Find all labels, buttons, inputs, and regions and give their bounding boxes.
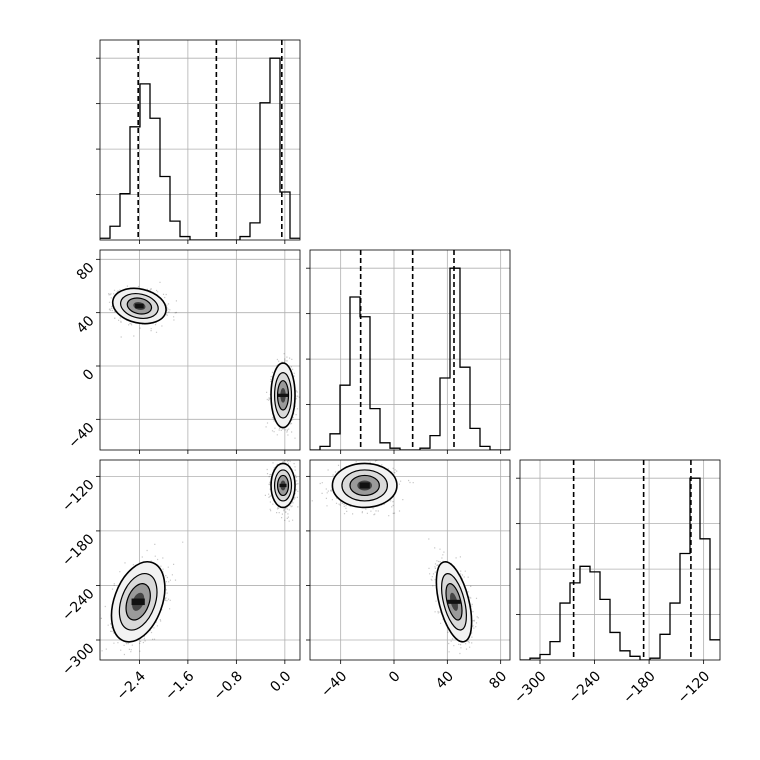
scatter-panel (310, 460, 510, 660)
density-peak (447, 599, 461, 604)
histogram-step-line (310, 267, 510, 450)
scatter-panel (100, 250, 300, 450)
panel-frame (99, 249, 301, 451)
tick-label: −120 (675, 668, 714, 707)
panel-frame (309, 249, 511, 451)
density-peak (279, 483, 287, 488)
tick-label: −240 (566, 668, 605, 707)
panel-frame (99, 39, 301, 241)
panel-frame (519, 459, 721, 661)
density-peak (135, 303, 144, 309)
tick-label: −40 (318, 668, 350, 700)
tick-label: −2.4 (114, 668, 149, 703)
tick-label: −0.8 (211, 668, 246, 703)
histogram-panel (310, 250, 510, 450)
tick-label: 0.0 (267, 668, 294, 695)
panel-frame (309, 459, 511, 661)
tick-label: −180 (620, 668, 659, 707)
tick-label: −240 (59, 586, 98, 625)
tick-label: −180 (59, 531, 98, 570)
density-peak (131, 598, 145, 606)
tick-label: 80 (486, 668, 510, 692)
histogram-step-line (520, 477, 720, 660)
tick-label: −40 (65, 420, 97, 452)
scatter-panel (100, 460, 300, 660)
tick-label: −300 (511, 668, 550, 707)
tick-label: 40 (433, 668, 457, 692)
histogram-panel (100, 40, 300, 240)
tick-label: −1.6 (162, 668, 197, 703)
density-peak (359, 482, 370, 489)
histogram-panel (520, 460, 720, 660)
tick-label: −300 (59, 640, 98, 679)
histogram-step-line (100, 57, 300, 240)
tick-label: 0 (80, 366, 98, 384)
tick-label: 40 (74, 313, 98, 337)
density-peak (277, 393, 289, 397)
tick-label: 0 (386, 668, 404, 686)
tick-label: −120 (59, 477, 98, 516)
tick-label: 80 (74, 260, 98, 284)
panel-frame (99, 459, 301, 661)
